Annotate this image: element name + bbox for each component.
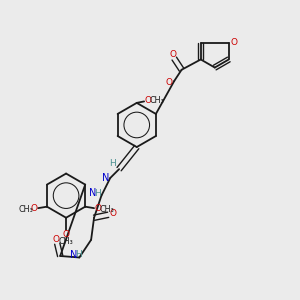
Text: N: N [70, 250, 78, 260]
Text: O: O [145, 96, 152, 105]
Text: CH₃: CH₃ [59, 237, 74, 246]
Text: O: O [30, 204, 37, 213]
Text: O: O [95, 204, 102, 213]
Text: CH₃: CH₃ [18, 205, 33, 214]
Text: H: H [75, 250, 82, 259]
Text: CH₃: CH₃ [99, 205, 114, 214]
Text: N: N [89, 188, 97, 198]
Text: H: H [94, 189, 101, 198]
Text: O: O [63, 230, 70, 239]
Text: O: O [231, 38, 238, 47]
Text: N: N [102, 173, 110, 183]
Text: H: H [109, 159, 116, 168]
Text: O: O [169, 50, 176, 59]
Text: O: O [110, 209, 116, 218]
Text: CH₃: CH₃ [150, 96, 164, 105]
Text: O: O [52, 235, 59, 244]
Text: O: O [166, 78, 172, 87]
